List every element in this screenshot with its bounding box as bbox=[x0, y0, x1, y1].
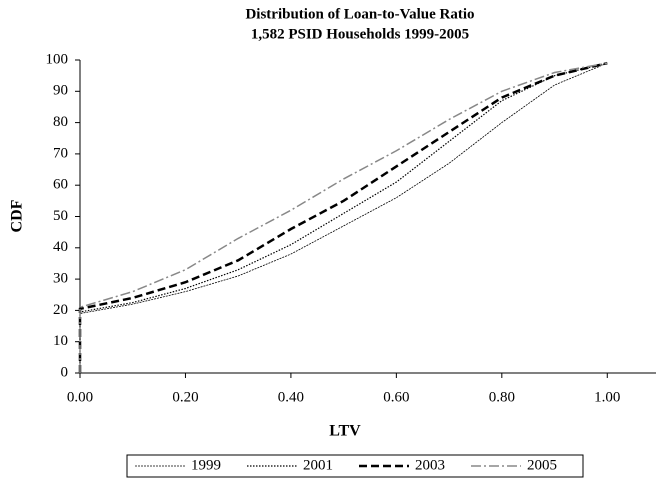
y-tick-label: 100 bbox=[46, 51, 69, 67]
y-tick-label: 60 bbox=[53, 177, 68, 193]
y-tick-label: 50 bbox=[53, 208, 68, 224]
x-tick-label: 0.40 bbox=[278, 389, 304, 405]
y-tick-label: 0 bbox=[61, 364, 69, 380]
x-tick-label: 0.60 bbox=[383, 389, 409, 405]
y-tick-label: 30 bbox=[53, 271, 68, 287]
legend-box bbox=[126, 454, 584, 478]
line-series bbox=[79, 62, 608, 373]
legend-label: 2005 bbox=[527, 457, 557, 473]
y-tick-label: 40 bbox=[53, 239, 68, 255]
line-series bbox=[79, 62, 608, 373]
line-series bbox=[78, 61, 608, 373]
x-axis-title: LTV bbox=[329, 423, 361, 440]
x-tick-label: 0.20 bbox=[172, 389, 198, 405]
x-tick-label: 1.00 bbox=[594, 389, 620, 405]
line-series bbox=[79, 62, 608, 373]
y-axis-title: CDF bbox=[9, 199, 26, 232]
y-tick-label: 70 bbox=[53, 145, 68, 161]
chart-title: Distribution of Loan-to-Value Ratio bbox=[245, 6, 474, 22]
y-tick-label: 10 bbox=[53, 333, 68, 349]
y-tick-label: 20 bbox=[53, 302, 68, 318]
legend-label: 2001 bbox=[303, 457, 333, 473]
legend-label: 2003 bbox=[415, 457, 445, 473]
y-tick-label: 90 bbox=[53, 83, 68, 99]
y-tick-label: 80 bbox=[53, 114, 68, 130]
x-tick-label: 0.80 bbox=[489, 389, 515, 405]
chart-subtitle: 1,582 PSID Households 1999-2005 bbox=[251, 26, 469, 42]
legend-label: 1999 bbox=[191, 457, 221, 473]
x-tick-label: 0.00 bbox=[67, 389, 93, 405]
